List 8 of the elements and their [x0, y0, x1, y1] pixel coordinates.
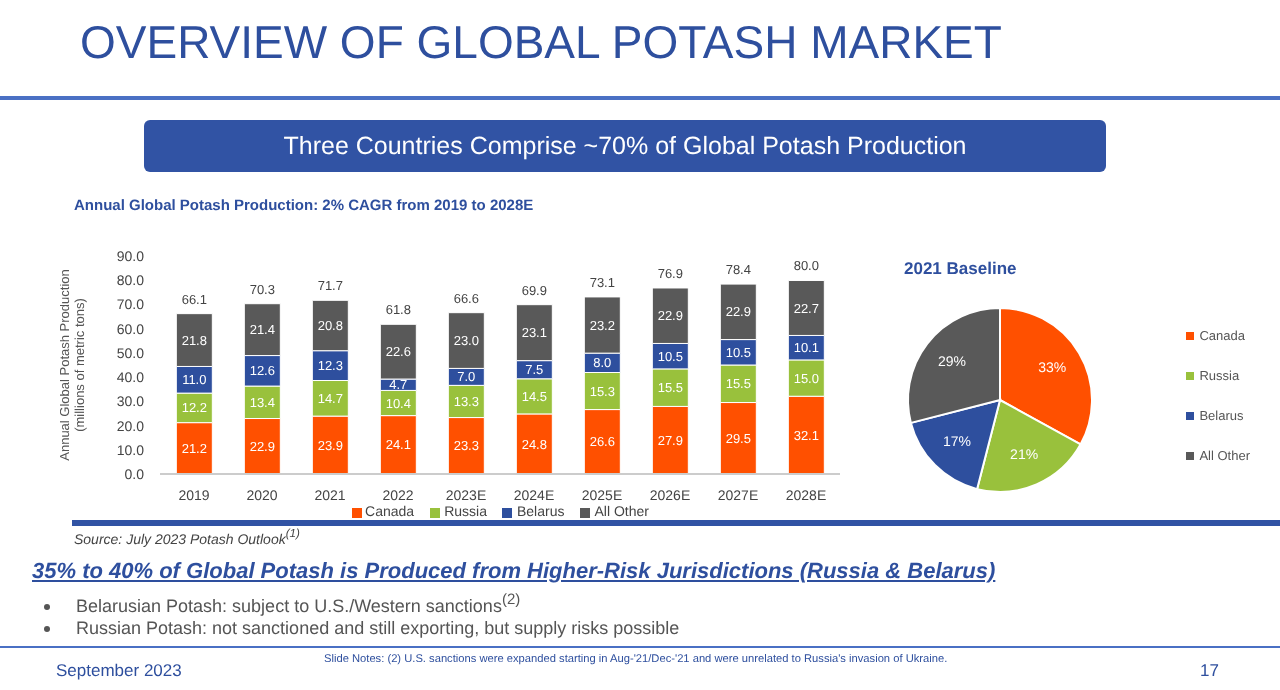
text: OVERVIEW OF GLOBAL POTASH MARKET — [80, 16, 1002, 68]
chart-title: 2021 Baseline — [904, 258, 1017, 278]
text: 35% to 40% of Global Potash is Produced from Higher-Risk Jurisdictions (Russia & Belarus) — [32, 560, 996, 584]
text: Three Countries Comprise ~70% of Global Potash Production — [283, 132, 967, 160]
text: Russian Potash: not sanctioned and still exporting, but supply risks possible — [76, 618, 680, 638]
text: Belarusian Potash: subject to U.S./Western sanctions$^{(2)}$ — [76, 590, 521, 616]
text: 17 — [1200, 660, 1219, 680]
text: September 2023 — [56, 660, 182, 680]
